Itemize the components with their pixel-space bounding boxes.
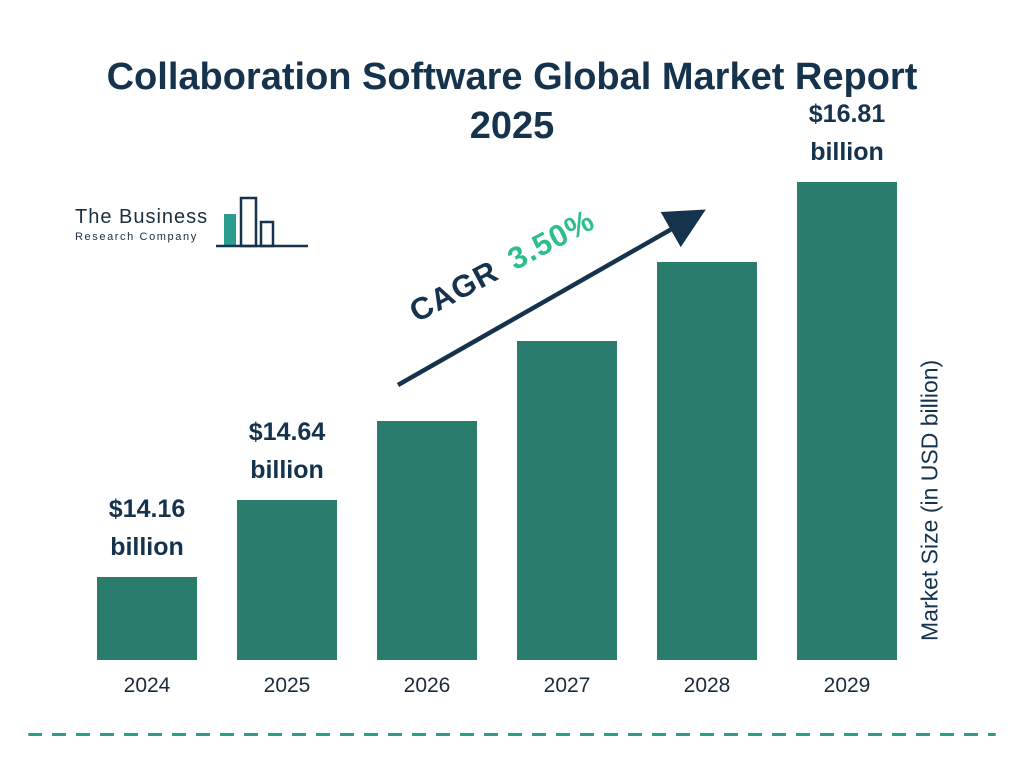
x-axis-label-2027: 2027: [543, 674, 591, 697]
bar-2025: [237, 500, 337, 660]
logo-line2: Research Company: [75, 231, 198, 243]
value-label-2025: $14.64 billion: [248, 417, 326, 485]
bar-2024: [97, 577, 197, 660]
x-axis-label-2025: 2025: [263, 674, 311, 697]
bar-column-2026: 2026: [377, 421, 477, 697]
logo-line1: The Business: [75, 206, 209, 228]
page-title: Collaboration Software Global Market Rep…: [106, 56, 918, 148]
bar-column-2028: 2028: [657, 262, 757, 697]
bar-column-2029: $16.81 billion 2029: [797, 100, 897, 697]
y-axis-label: Market Size (in USD billion): [916, 359, 943, 641]
bar-column-2025: $14.64 billion 2025: [237, 418, 337, 697]
x-axis-label-2029: 2029: [823, 674, 871, 697]
bar-2029: [797, 182, 897, 660]
bar-column-2024: $14.16 billion 2024: [97, 495, 197, 697]
bar-2028: [657, 262, 757, 660]
value-label-2024: $14.16 billion: [108, 494, 186, 562]
company-logo: The Business Research Company: [75, 192, 310, 261]
bottom-dashed-divider: [28, 733, 996, 736]
bar-2026: [377, 421, 477, 660]
bar-2027: [517, 341, 617, 660]
x-axis-label-2024: 2024: [123, 674, 171, 697]
bar-chart-logo-icon: [214, 192, 310, 261]
bar-chart: $14.16 billion 2024 $14.64 billion 2025 2026 20…: [97, 100, 897, 697]
value-label-2029: $16.81 billion: [808, 99, 886, 167]
x-axis-label-2026: 2026: [403, 674, 451, 697]
x-axis-label-2028: 2028: [683, 674, 731, 697]
bar-column-2027: 2027: [517, 341, 617, 697]
